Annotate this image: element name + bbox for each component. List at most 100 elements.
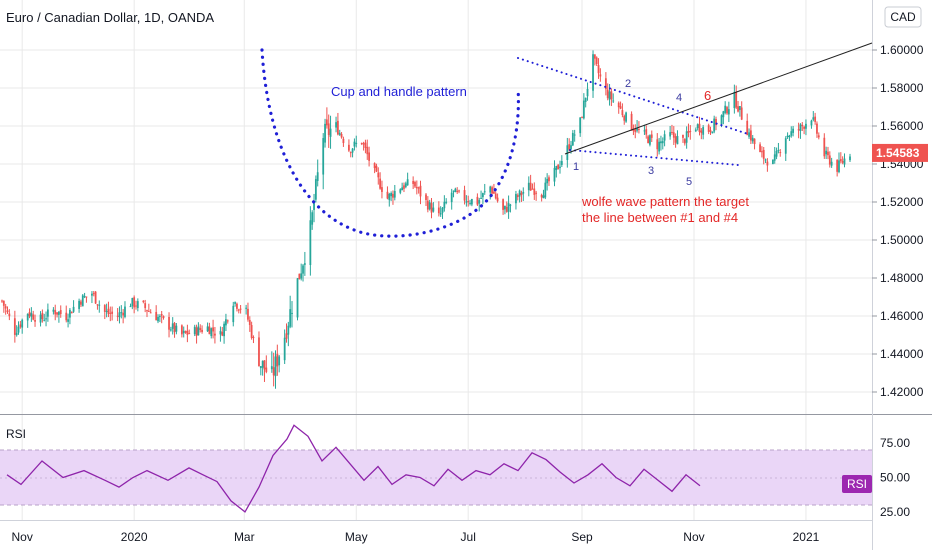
candle [116,308,119,322]
candle-body [540,194,543,198]
candle [54,304,57,321]
candle-body [276,353,279,367]
candle-body [56,312,58,315]
candle-body [287,325,290,335]
candle-body [118,312,121,318]
candle-body [351,148,354,153]
candle [465,195,468,207]
candle [727,101,730,123]
candle-body [816,123,818,134]
candle [393,184,396,201]
wave-point-6: 6 [704,88,711,103]
candle [672,126,675,145]
candle [417,186,420,194]
candle [661,137,664,150]
candle-body [636,127,638,131]
candle-body [480,197,482,199]
candle-body [147,310,150,312]
candle-body [162,316,165,318]
candle [430,198,433,219]
candle-body [366,146,369,155]
candle [702,125,705,140]
candle-body [762,149,765,159]
candle-body [116,315,119,317]
candle [515,190,517,210]
candle [80,299,82,308]
candle [814,112,817,125]
candle-body [349,152,352,154]
candle-body [720,115,723,125]
candle [98,300,101,313]
candle [671,124,673,135]
candle [70,311,73,314]
candle [581,116,583,119]
candle-body [412,180,415,184]
candle-body [122,312,125,316]
candle [162,315,165,320]
candle-body [792,128,794,133]
candle-body [450,192,453,203]
candle [278,354,281,373]
candle [419,180,422,205]
candle [65,305,68,323]
candle-body [300,273,303,279]
candle-body [285,333,288,339]
rsi-badge-label: RSI [847,477,867,491]
candle [548,175,550,186]
candle [516,193,519,201]
candle-body [606,89,609,99]
candle-body [814,116,817,122]
candle-body [135,305,137,307]
candle [349,151,352,158]
candle-body [381,187,383,192]
candle [527,176,530,197]
candle [612,93,615,103]
rsi-pane[interactable] [0,424,872,513]
candle [270,351,273,373]
rsi-axis[interactable]: 75.00 50.00 25.00 [880,436,910,519]
candle [403,182,405,193]
candle-body [45,318,47,320]
candle [144,299,147,313]
candle-body [180,325,183,335]
candle-body [470,199,473,205]
price-pane[interactable] [0,0,872,414]
candle-body [184,331,187,333]
candle-body [261,360,264,368]
candle [1,299,3,303]
candle [694,127,697,133]
rsi-tick-label: 25.00 [880,505,910,519]
candle-body [91,293,93,296]
candle-body [419,185,422,197]
candle [663,130,666,147]
currency-button[interactable]: CAD [884,6,922,28]
candle [298,273,301,280]
time-axis[interactable]: Nov 2020 Mar May Jul Sep Nov 2021 [12,530,820,544]
candle-body [643,130,646,132]
price-tick-label: 1.48000 [880,271,924,285]
candle-body [379,178,382,189]
candle [291,301,293,328]
candle-body [69,309,71,318]
candle-body [98,304,101,306]
last-price-badge: 1.54583 [872,143,928,162]
candle-body [67,319,69,322]
candle [445,198,448,205]
candle-body [54,310,57,315]
candle-body [303,263,306,265]
candle-body [92,293,95,295]
candle-body [239,308,242,310]
candle-body [234,302,237,304]
price-axis[interactable]: 1.600001.580001.560001.540001.520001.500… [872,43,924,399]
candle [707,123,710,135]
candle-body [696,124,699,129]
candle [597,58,600,79]
candle-body [107,308,110,314]
candle [630,111,633,131]
candle-body [272,367,275,376]
candle-body [658,141,661,152]
candle-body [669,132,672,137]
candle [509,203,512,213]
candle [529,174,532,191]
